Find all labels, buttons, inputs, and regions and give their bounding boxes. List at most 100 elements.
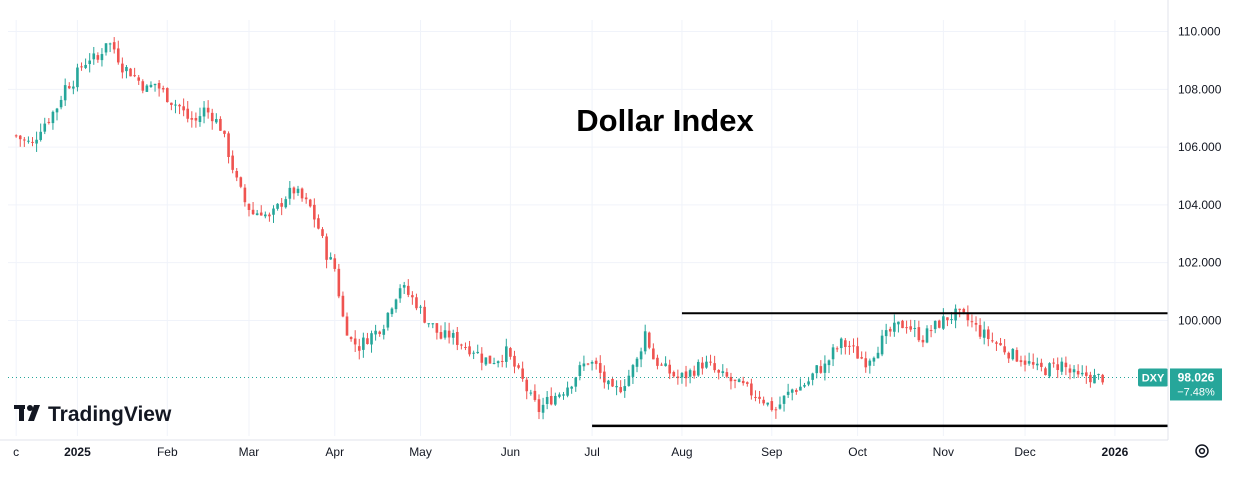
candle-body xyxy=(901,320,904,329)
candle-body xyxy=(786,391,790,395)
candle-body xyxy=(831,347,835,360)
candle-body xyxy=(721,371,725,374)
candle-body xyxy=(995,342,998,344)
x-tick-label: Feb xyxy=(157,445,178,459)
x-tick-label: 2025 xyxy=(64,445,91,459)
candle-body xyxy=(811,373,814,380)
candle-body xyxy=(186,108,190,119)
candle-body xyxy=(684,371,688,379)
candle-body xyxy=(819,366,823,373)
candle-body xyxy=(986,329,990,340)
candle-body xyxy=(917,327,921,341)
x-tick-label: Apr xyxy=(325,445,344,459)
candle-body xyxy=(112,42,116,50)
candle-body xyxy=(815,365,819,374)
x-tick-label: Nov xyxy=(933,445,954,459)
candle-body xyxy=(505,346,508,362)
candle-body xyxy=(635,358,639,367)
candle-body xyxy=(108,43,112,45)
candle-body xyxy=(974,323,978,325)
candle-body xyxy=(623,386,627,391)
candle-body xyxy=(300,188,304,199)
x-tick-label: Jun xyxy=(501,445,520,459)
candle-body xyxy=(1056,364,1060,371)
candle-body xyxy=(619,387,622,393)
candle-body xyxy=(982,329,986,338)
candle-body xyxy=(1064,362,1068,368)
candle-body xyxy=(500,360,504,362)
candle-body xyxy=(1007,352,1011,359)
candle-body xyxy=(627,375,631,386)
candle-body xyxy=(725,372,729,377)
candle-body xyxy=(582,363,586,367)
axis-layer: 110.000 108.000 106.000 104.000 102.000 100.0… xyxy=(0,0,1222,459)
candle-body xyxy=(913,327,917,329)
candle-body xyxy=(321,229,324,236)
candle-body xyxy=(427,323,431,325)
candle-body xyxy=(378,331,381,334)
candle-body xyxy=(125,67,128,72)
candle-body xyxy=(317,218,320,229)
candle-body xyxy=(92,53,96,60)
candle-body xyxy=(856,346,859,359)
candle-body xyxy=(664,363,667,367)
candle-body xyxy=(149,84,153,87)
candle-body xyxy=(562,394,565,396)
candle-body xyxy=(104,43,108,53)
x-tick-label: Sep xyxy=(761,445,783,459)
candle-body xyxy=(55,108,59,113)
candle-body xyxy=(827,360,831,366)
candle-body xyxy=(680,372,684,378)
candle-body xyxy=(76,67,79,88)
candle-body xyxy=(696,361,700,376)
candle-body xyxy=(533,390,537,400)
candle-body xyxy=(72,86,75,89)
candle-body xyxy=(660,364,663,366)
candle-body xyxy=(153,83,157,86)
candle-body xyxy=(1044,368,1047,376)
candle-body xyxy=(84,64,87,68)
candle-body xyxy=(182,106,185,111)
candle-body xyxy=(223,130,226,134)
candle-body xyxy=(631,365,635,377)
candle-body xyxy=(219,118,222,131)
candle-body xyxy=(795,390,798,392)
candle-body xyxy=(488,355,492,364)
candle-body xyxy=(509,348,512,357)
candle-body xyxy=(933,320,937,330)
candle-body xyxy=(14,135,18,137)
candle-body xyxy=(80,66,83,68)
candle-body xyxy=(382,329,386,335)
candle-body xyxy=(966,313,970,321)
candle-body xyxy=(460,344,463,346)
candle-body xyxy=(47,121,51,123)
candle-body xyxy=(206,107,210,113)
candle-body xyxy=(741,380,745,384)
candle-body xyxy=(578,365,582,376)
candle-body xyxy=(1011,348,1015,360)
candle-body xyxy=(537,399,541,413)
candle-body xyxy=(1060,361,1064,372)
candle-body xyxy=(1048,363,1051,377)
candle-body xyxy=(688,370,692,377)
candle-body xyxy=(468,346,471,355)
candle-body xyxy=(950,319,953,321)
candle-layer xyxy=(14,37,1104,420)
candle-body xyxy=(227,133,230,157)
candle-body xyxy=(202,107,206,117)
last-price-label: 98.026 xyxy=(1178,370,1215,384)
candle-body xyxy=(129,68,132,77)
candle-body xyxy=(431,323,435,325)
candle-body xyxy=(39,131,42,140)
candle-body xyxy=(451,333,455,338)
candle-body xyxy=(872,357,876,362)
candle-body xyxy=(860,357,863,359)
candle-body xyxy=(268,214,271,217)
settings-icon[interactable] xyxy=(1195,444,1209,458)
change-percent-label: −7.48% xyxy=(1177,386,1215,398)
last-price-tag xyxy=(1170,368,1222,401)
x-tick-label: Aug xyxy=(671,445,692,459)
candle-body xyxy=(925,328,929,343)
candle-body xyxy=(978,325,982,337)
